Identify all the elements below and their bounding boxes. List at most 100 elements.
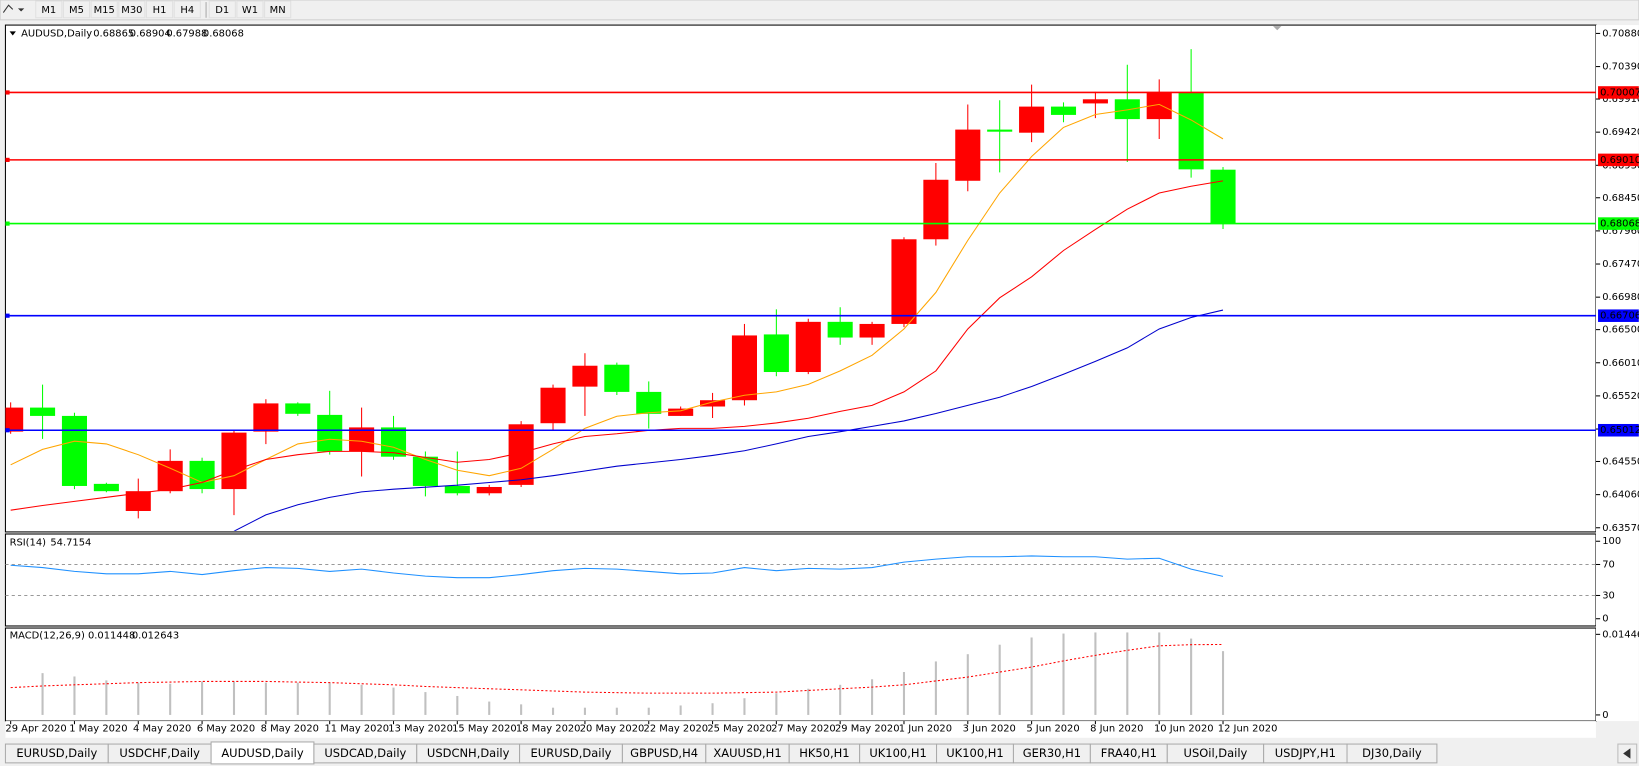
candle-body: [30, 407, 56, 416]
tab-label[interactable]: USDJPY,H1: [1275, 746, 1336, 760]
price-level-label: 0.66706: [1600, 311, 1639, 322]
tab-label[interactable]: UK100,H1: [946, 746, 1003, 760]
price-level-handle[interactable]: [5, 90, 10, 95]
tab-label[interactable]: USDCAD,Daily: [324, 746, 406, 760]
timeframe-button[interactable]: [35, 0, 63, 19]
macd-bar: [902, 672, 906, 715]
shift-marker[interactable]: [1273, 26, 1282, 31]
candle-body: [476, 486, 502, 494]
timeframe-button[interactable]: [173, 0, 201, 19]
candle-body: [349, 427, 375, 452]
macd-bar: [73, 676, 76, 715]
timeframe-button[interactable]: [62, 0, 91, 19]
candle-body: [700, 400, 726, 407]
tab-label[interactable]: AUDUSD,Daily: [221, 746, 304, 760]
x-tick-label: 13 May 2020: [388, 723, 453, 734]
candle-body: [859, 323, 885, 338]
timeframe-button[interactable]: [236, 0, 264, 19]
timeframe-button[interactable]: [118, 0, 146, 19]
header-arrow[interactable]: [9, 31, 16, 36]
price-level-label: 0.68068: [1600, 219, 1639, 230]
price-level-tag: [1598, 217, 1639, 230]
timeframe-label[interactable]: M30: [121, 5, 142, 16]
plot: [5, 49, 1236, 531]
tab-label[interactable]: USDCNH,Daily: [427, 746, 510, 760]
tab-label[interactable]: EURUSD,Daily: [531, 746, 612, 760]
toolbar-icon[interactable]: [2, 4, 25, 13]
tab-label[interactable]: GBPUSD,H4: [630, 746, 698, 760]
timeframe-label[interactable]: M1: [41, 5, 56, 16]
timeframe-label[interactable]: W1: [242, 5, 258, 16]
macd-bar: [551, 707, 555, 715]
timeframe-label[interactable]: H4: [180, 5, 194, 16]
tab-label[interactable]: FRA40,H1: [1101, 746, 1157, 760]
macd-bar: [201, 681, 204, 715]
tab-label[interactable]: USDCHF,Daily: [119, 746, 200, 760]
tab-label[interactable]: USOil,Daily: [1184, 746, 1248, 760]
macd-bar: [934, 661, 937, 715]
rsi-panel: [4, 533, 1597, 627]
candle-body: [93, 483, 119, 492]
timeframe-label[interactable]: H1: [153, 5, 167, 16]
macd-bar: [232, 681, 236, 715]
macd-bar: [1062, 633, 1065, 715]
candle-body: [285, 403, 311, 414]
timeframe-button[interactable]: [145, 0, 174, 19]
tab-label[interactable]: EURUSD,Daily: [16, 746, 97, 760]
low-value: 0.67988: [166, 28, 207, 39]
candle-body: [731, 335, 757, 401]
candle-body: [221, 432, 247, 490]
price-level-handle[interactable]: [5, 221, 10, 226]
tab-label[interactable]: DJ30,Daily: [1362, 746, 1422, 760]
candle-body: [317, 414, 343, 452]
timeframe-label[interactable]: M5: [69, 5, 84, 16]
candle-body: [1050, 106, 1077, 115]
macd-bar: [1030, 637, 1033, 715]
candle-body: [1082, 99, 1108, 104]
tab-label[interactable]: GER30,H1: [1023, 746, 1081, 760]
candle-body: [572, 365, 598, 387]
price-level-handle[interactable]: [5, 313, 10, 318]
x-tick-label: 1 Jun 2020: [899, 723, 952, 734]
timeframe-label[interactable]: D1: [215, 5, 229, 16]
macd-panel: [4, 627, 1597, 722]
x-tick-label: 12 Jun 2020: [1218, 723, 1278, 734]
price-level-handle[interactable]: [5, 428, 10, 433]
candle-body: [157, 460, 183, 492]
macd-bar: [743, 698, 746, 715]
main-panel: [4, 24, 1597, 533]
macd-bar: [871, 679, 874, 715]
tab-label[interactable]: HK50,H1: [799, 746, 849, 760]
tab-label[interactable]: UK100,H1: [869, 746, 926, 760]
timeframe-label[interactable]: MN: [270, 5, 286, 16]
timeframe-button[interactable]: [90, 0, 118, 19]
price-level-label: 0.70007: [1600, 87, 1639, 98]
tab-label[interactable]: XAUUSD,H1: [713, 746, 781, 760]
candle-body: [253, 403, 279, 432]
macd-bar: [839, 684, 842, 715]
macd-bar: [807, 688, 810, 715]
x-tick-label: 27 May 2020: [771, 723, 836, 734]
macd-bar: [296, 682, 299, 715]
macd-bar: [1158, 632, 1161, 715]
candle-body: [763, 334, 789, 373]
price-level-handle[interactable]: [5, 157, 10, 162]
timeframe-label[interactable]: M15: [94, 5, 115, 16]
timeframe-button[interactable]: [208, 0, 236, 19]
x-tick-label: 11 May 2020: [324, 723, 389, 734]
macd-bar: [647, 707, 650, 715]
candle-body: [987, 129, 1013, 132]
macd-bar: [360, 684, 363, 715]
timeframe-button[interactable]: [264, 0, 292, 19]
macd-value: 0.011448: [88, 630, 135, 641]
macd-bar: [520, 704, 523, 715]
moving-average: [10, 180, 1224, 511]
tab[interactable]: [1346, 743, 1438, 764]
